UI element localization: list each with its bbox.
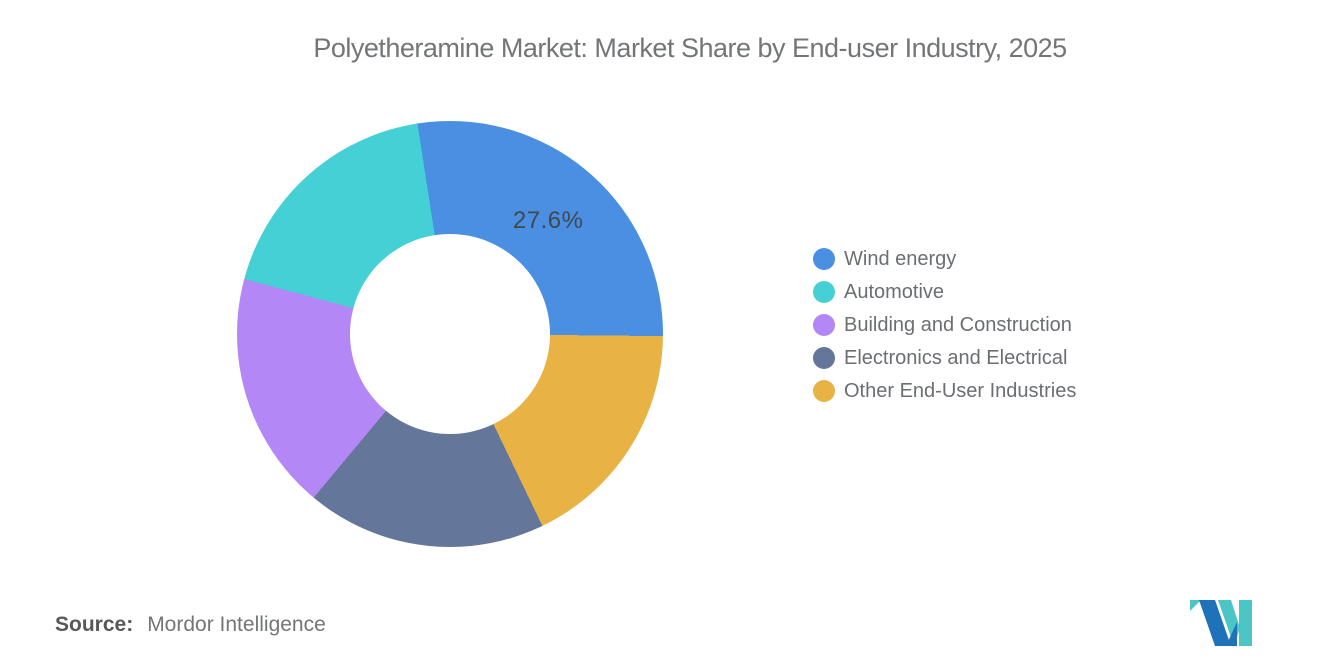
legend-label: Automotive xyxy=(844,280,945,303)
legend-swatch-icon xyxy=(813,347,835,369)
legend-swatch-icon xyxy=(813,248,835,270)
logo-shape-teal-bar xyxy=(1239,600,1252,646)
logo-shape-blue-triangle xyxy=(1226,622,1237,646)
legend-item-automotive: Automotive xyxy=(813,281,1076,303)
chart-title: Polyetheramine Market: Market Share by E… xyxy=(313,33,1067,63)
logo-shape-blue-stroke xyxy=(1199,600,1231,646)
legend-item-wind-energy: Wind energy xyxy=(813,248,1076,270)
legend-swatch-icon xyxy=(813,314,835,336)
legend-label: Building and Construction xyxy=(844,313,1072,336)
slice-data-label: 27.6% xyxy=(512,206,584,234)
chart-legend: Wind energy Automotive Building and Cons… xyxy=(813,248,1076,402)
legend-item-other-end-user-industries: Other End-User Industries xyxy=(813,380,1076,402)
legend-item-electronics-and-electrical: Electronics and Electrical xyxy=(813,347,1076,369)
mordor-intelligence-logo xyxy=(1190,600,1252,646)
legend-label: Wind energy xyxy=(844,247,957,270)
logo-shape-teal-triangle xyxy=(1190,600,1201,611)
source-value: Mordor Intelligence xyxy=(147,613,326,636)
legend-item-building-and-construction: Building and Construction xyxy=(813,314,1076,336)
legend-label: Other End-User Industries xyxy=(844,379,1077,402)
source-line: Source: Mordor Intelligence xyxy=(55,613,326,637)
donut-chart xyxy=(237,121,663,547)
donut-hole xyxy=(350,234,550,434)
source-label: Source: xyxy=(55,613,134,636)
legend-swatch-icon xyxy=(813,380,835,402)
legend-label: Electronics and Electrical xyxy=(844,346,1068,369)
legend-swatch-icon xyxy=(813,281,835,303)
